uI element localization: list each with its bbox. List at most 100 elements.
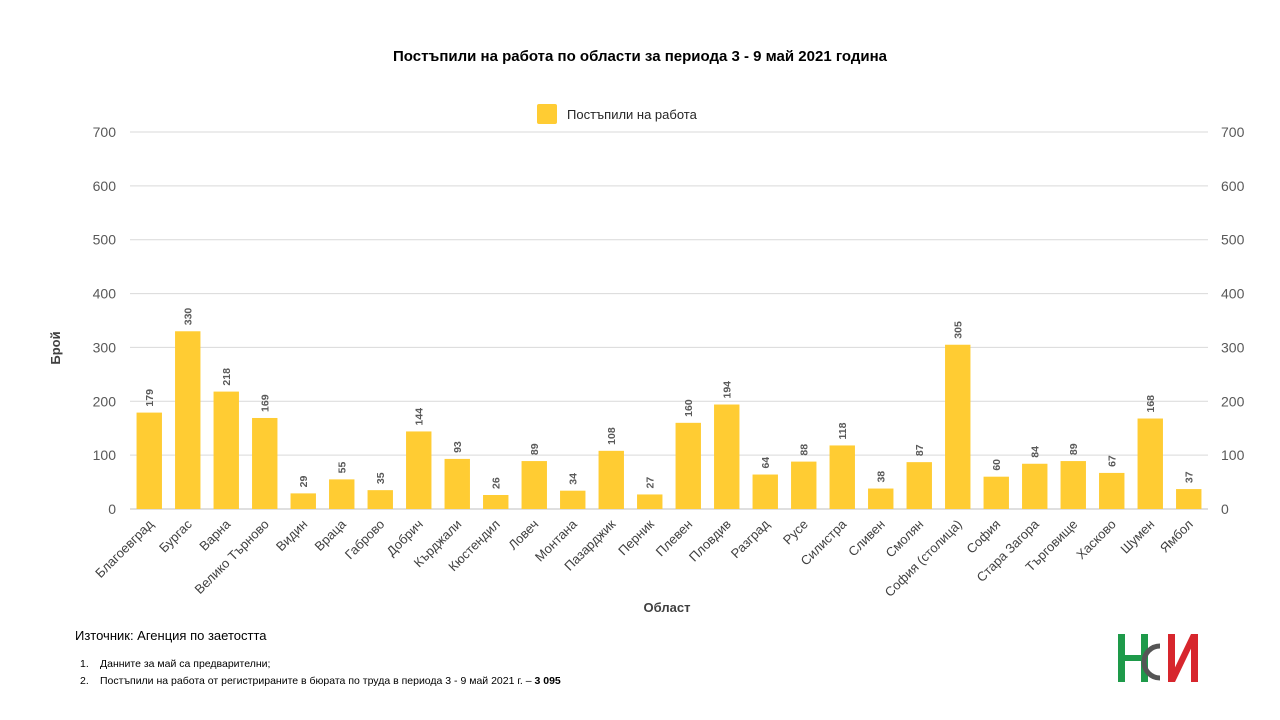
data-label: 168 xyxy=(1145,395,1157,413)
data-label: 118 xyxy=(837,422,849,439)
y-axis-left: 0 100 200 300 400 500 600 700 xyxy=(93,124,117,517)
bar xyxy=(714,404,740,509)
data-label: 26 xyxy=(491,477,503,489)
y-tick-label-right: 500 xyxy=(1221,232,1245,248)
y-tick-label: 600 xyxy=(93,178,117,194)
data-label: 160 xyxy=(683,399,695,417)
data-label: 34 xyxy=(568,473,580,485)
bar xyxy=(560,490,586,509)
data-label: 87 xyxy=(914,444,926,456)
bar xyxy=(1022,463,1048,509)
total-value: 3 095 xyxy=(534,675,561,687)
bar xyxy=(983,476,1009,509)
data-label: 37 xyxy=(1184,471,1196,483)
bar xyxy=(945,344,971,509)
data-label: 88 xyxy=(799,444,811,456)
bar xyxy=(675,422,701,509)
category-label: Варна xyxy=(196,516,234,554)
y-tick-label: 500 xyxy=(93,232,117,248)
y-tick-label-right: 100 xyxy=(1221,447,1245,463)
y-tick-label: 200 xyxy=(93,393,117,409)
bar xyxy=(868,488,894,509)
y-tick-label-right: 600 xyxy=(1221,178,1245,194)
category-label: Благоевград xyxy=(92,516,157,581)
category-label: Сливен xyxy=(845,517,888,560)
data-label: 55 xyxy=(337,462,349,474)
category-label: Разград xyxy=(728,516,773,561)
bar xyxy=(1176,489,1202,509)
y-tick-label: 400 xyxy=(93,286,117,302)
bar xyxy=(1137,418,1163,509)
source-note: Източник: Агенция по заетостта xyxy=(75,628,267,643)
y-tick-label-right: 200 xyxy=(1221,393,1245,409)
data-label: 84 xyxy=(1030,446,1042,458)
category-label: Габрово xyxy=(342,517,388,563)
data-label: 93 xyxy=(452,441,464,453)
y-tick-label-right: 400 xyxy=(1221,286,1245,302)
y-tick-label: 100 xyxy=(93,447,117,463)
bar xyxy=(637,494,663,509)
category-label: Русе xyxy=(780,517,811,548)
bar xyxy=(136,412,162,509)
bar xyxy=(444,458,470,509)
data-label: 108 xyxy=(606,427,618,445)
data-label: 330 xyxy=(183,308,195,326)
data-label: 27 xyxy=(645,477,657,489)
bar xyxy=(329,479,355,509)
bar xyxy=(906,462,932,509)
bar xyxy=(1099,472,1125,509)
footnote-1: 1. Данните за май са предварителни; xyxy=(80,658,271,670)
x-axis-title: Област xyxy=(644,600,691,615)
category-label: Ловеч xyxy=(505,517,541,553)
bar xyxy=(829,445,855,509)
gridlines xyxy=(130,131,1208,510)
chart-title: Постъпили на работа по области за период… xyxy=(393,48,888,65)
bar xyxy=(752,474,778,509)
y-tick-label-right: 0 xyxy=(1221,501,1229,517)
data-labels: 179 330 218 169 29 55 35 144 93 26 89 34 108 27 160 194… xyxy=(144,308,1196,489)
bar xyxy=(1060,461,1086,509)
nsi-logo xyxy=(1118,634,1198,682)
category-label: Ямбол xyxy=(1157,517,1196,556)
footnotes: 1. Данните за май са предварителни; 2. Пос… xyxy=(80,656,561,690)
legend: Постъпили на работа xyxy=(537,104,698,124)
footnote-2: 2. Постъпили на работа от регистрираните … xyxy=(80,675,561,687)
y-tick-label-right: 700 xyxy=(1221,124,1245,140)
data-label: 60 xyxy=(991,459,1003,471)
bar xyxy=(598,450,624,509)
bar xyxy=(406,431,432,509)
data-label: 194 xyxy=(722,381,734,399)
y-tick-label: 300 xyxy=(93,339,117,355)
category-label: Видин xyxy=(273,517,310,554)
legend-swatch xyxy=(537,104,557,124)
y-tick-label: 700 xyxy=(93,124,117,140)
category-label: Хасково xyxy=(1073,517,1119,563)
data-label: 305 xyxy=(953,321,965,339)
bar xyxy=(175,331,201,509)
y-axis-right: 0 100 200 300 400 500 600 700 xyxy=(1221,124,1245,517)
category-label: Пловдив xyxy=(686,516,734,564)
category-label: Шумен xyxy=(1117,517,1157,557)
data-label: 67 xyxy=(1107,455,1119,467)
bar xyxy=(791,461,817,509)
data-label: 179 xyxy=(144,389,156,407)
data-label: 169 xyxy=(260,394,272,412)
data-label: 218 xyxy=(221,368,233,386)
bar xyxy=(521,461,547,509)
y-tick-label-right: 300 xyxy=(1221,339,1245,355)
bars xyxy=(136,331,1202,509)
y-tick-label: 0 xyxy=(108,501,116,517)
data-label: 38 xyxy=(876,471,888,483)
data-label: 35 xyxy=(375,472,387,484)
category-label: Перник xyxy=(615,516,657,558)
bar xyxy=(483,494,509,509)
data-label: 89 xyxy=(1068,443,1080,455)
bar xyxy=(290,493,316,509)
y-axis-title: Брой xyxy=(48,331,63,364)
data-label: 29 xyxy=(298,476,310,488)
data-label: 144 xyxy=(414,408,426,426)
data-label: 64 xyxy=(760,457,772,469)
legend-label: Постъпили на работа xyxy=(567,107,698,122)
